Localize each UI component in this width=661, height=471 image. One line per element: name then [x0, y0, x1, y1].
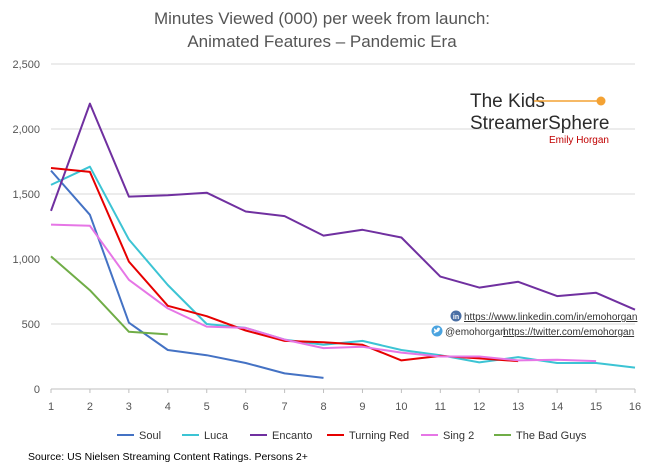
brand-logo: The Kids StreamerSphere Emily Horgan [470, 91, 609, 146]
legend-label: Luca [204, 430, 229, 442]
y-tick-label: 2,500 [12, 59, 40, 71]
x-tick-label: 7 [282, 401, 288, 413]
x-tick-label: 16 [629, 401, 641, 413]
x-tick-label: 5 [204, 401, 210, 413]
x-tick-label: 13 [512, 401, 524, 413]
x-tick-label: 2 [87, 401, 93, 413]
y-tick-label: 500 [22, 319, 40, 331]
x-tick-label: 8 [320, 401, 326, 413]
legend-label: Soul [139, 430, 161, 442]
legend-label: Encanto [272, 430, 312, 442]
x-tick-label: 12 [473, 401, 485, 413]
chart-title-line-2: Animated Features – Pandemic Era [187, 32, 457, 51]
y-tick-label: 2,000 [12, 124, 40, 136]
brand-author: Emily Horgan [549, 135, 609, 146]
linkedin-link[interactable]: in https://www.linkedin.com/in/emohorgan [450, 310, 638, 324]
brand-line-1: The Kids [470, 91, 545, 112]
gridlines [51, 63, 635, 390]
linkedin-icon-glyph: in [453, 314, 459, 321]
x-tick-label: 10 [395, 401, 407, 413]
x-axis: 1 2 3 4 5 6 7 8 9 10 11 12 13 14 15 16 [48, 389, 641, 413]
twitter-handle: @emohorgan [445, 327, 506, 338]
twitter-url[interactable]: https://twitter.com/emohorgan [503, 327, 634, 338]
x-tick-label: 11 [435, 401, 446, 413]
series-line-the-bad-guys [50, 255, 168, 336]
series-line-encanto [50, 102, 636, 311]
x-tick-label: 15 [590, 401, 602, 413]
x-tick-label: 4 [165, 401, 171, 413]
plot-area [50, 102, 636, 379]
series-line-sing-2 [50, 223, 597, 363]
series-line-soul [50, 169, 324, 379]
x-tick-label: 3 [126, 401, 132, 413]
chart-title-line-1: Minutes Viewed (000) per week from launc… [154, 9, 490, 28]
brand-line-2: StreamerSphere [470, 113, 609, 134]
linkedin-icon [450, 310, 462, 322]
y-tick-label: 1,500 [12, 189, 40, 201]
twitter-bird-glyph [433, 327, 441, 334]
twitter-link[interactable]: @emohorgan https://twitter.com/emohorgan [431, 325, 635, 339]
x-tick-label: 6 [243, 401, 249, 413]
x-tick-label: 9 [359, 401, 365, 413]
legend-label: Turning Red [349, 430, 409, 442]
linkedin-url[interactable]: https://www.linkedin.com/in/emohorgan [464, 312, 637, 323]
source-note: Source: US Nielsen Streaming Content Rat… [28, 451, 308, 463]
legend-label: The Bad Guys [516, 430, 587, 442]
x-tick-label: 14 [551, 401, 563, 413]
x-tick-label: 1 [48, 401, 54, 413]
y-axis: 0 500 1,000 1,500 2,000 2,500 [12, 59, 40, 396]
legend: Soul Luca Encanto Turning Red Sing 2 The Bad … [117, 430, 587, 442]
y-tick-label: 1,000 [12, 254, 40, 266]
brand-accent-dot [596, 96, 606, 106]
legend-label: Sing 2 [443, 430, 474, 442]
y-tick-label: 0 [34, 384, 40, 396]
